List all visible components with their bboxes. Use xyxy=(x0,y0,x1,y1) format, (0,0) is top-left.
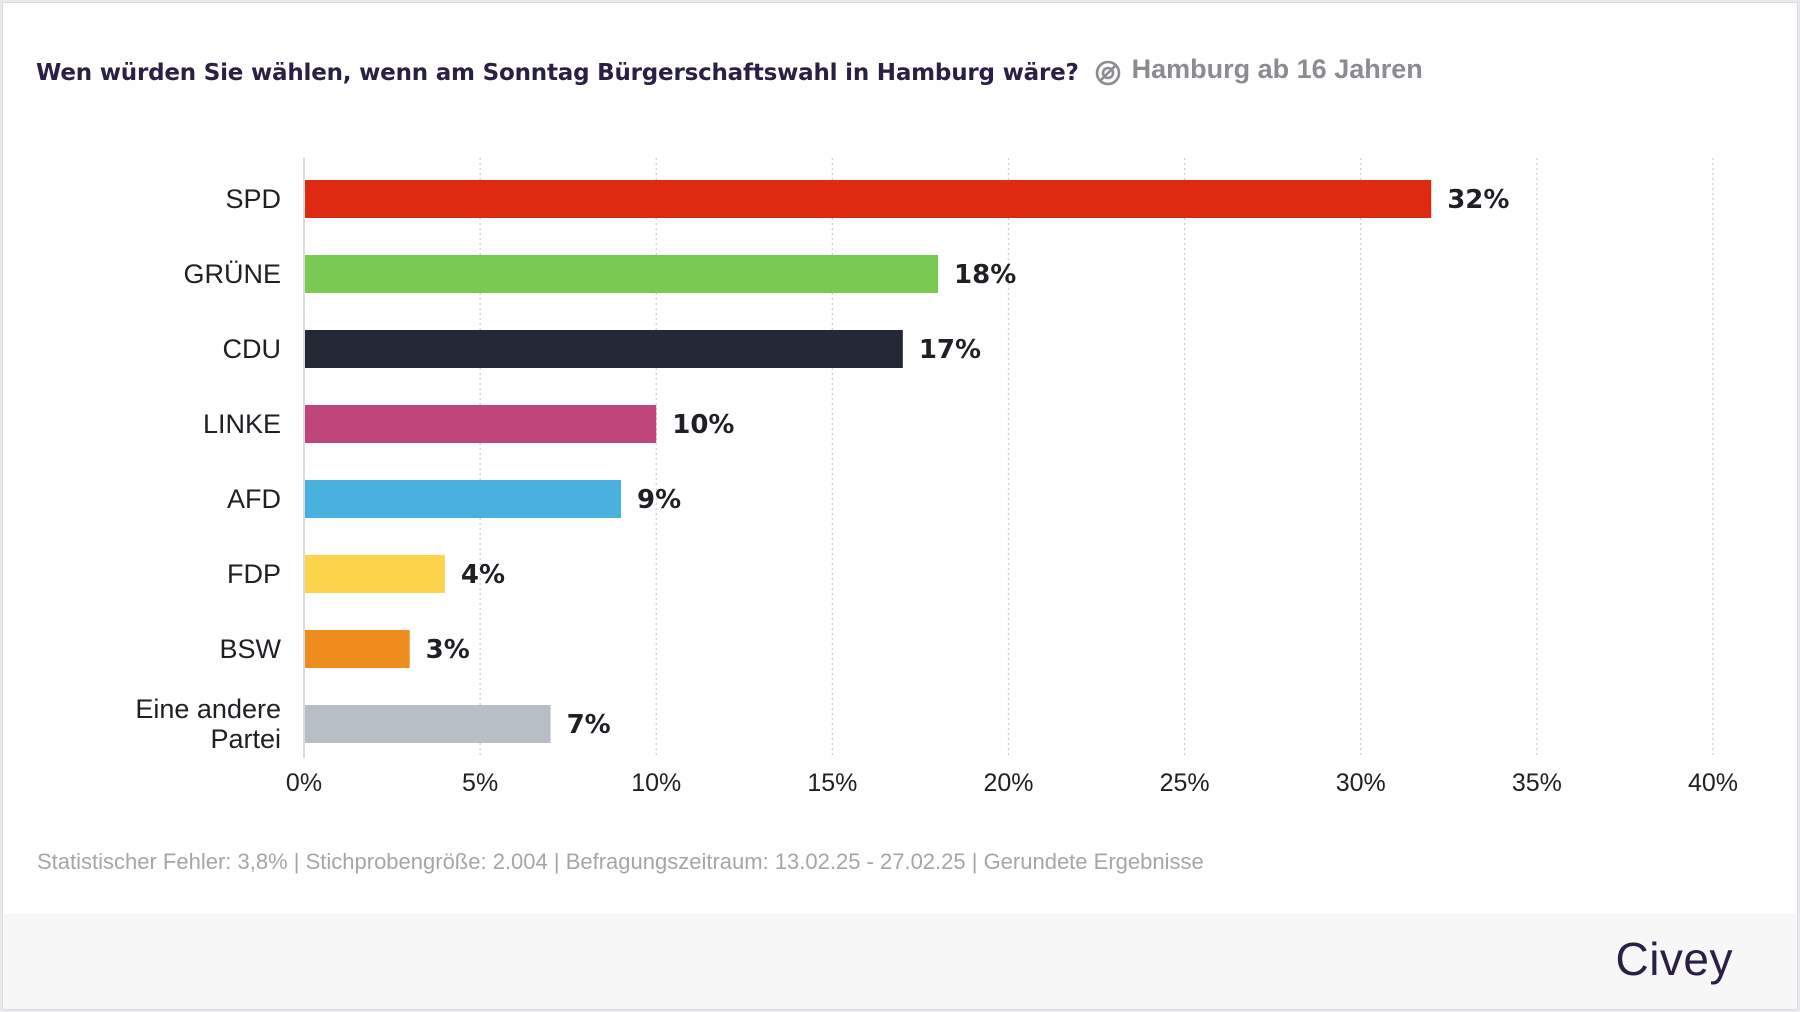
x-tick-label: 5% xyxy=(462,769,498,797)
value-label: 9% xyxy=(637,485,681,515)
bar-eine-andere-partei xyxy=(305,705,551,743)
category-label: BSW xyxy=(219,634,281,664)
category-label: GRÜNE xyxy=(183,259,281,289)
value-label: 10% xyxy=(672,410,734,440)
value-label: 4% xyxy=(461,560,505,590)
x-tick-label: 40% xyxy=(1688,769,1738,797)
value-label: 17% xyxy=(919,335,981,365)
category-label: Eine andere Partei xyxy=(135,694,281,754)
bar-linke xyxy=(305,405,657,443)
chart-header: Wen würden Sie wählen, wenn am Sonntag B… xyxy=(36,53,1757,93)
x-tick-label: 0% xyxy=(286,769,322,797)
bar-spd xyxy=(305,180,1432,218)
category-label: AFD xyxy=(227,484,281,514)
x-tick-label: 15% xyxy=(807,769,857,797)
x-tick-label: 25% xyxy=(1160,769,1210,797)
civey-logo: Civey xyxy=(1615,933,1733,985)
x-tick-label: 30% xyxy=(1336,769,1386,797)
bar-bsw xyxy=(305,630,410,668)
population-label: Hamburg ab 16 Jahren xyxy=(1131,53,1423,84)
value-label: 7% xyxy=(567,710,611,740)
x-tick-label: 35% xyxy=(1512,769,1562,797)
x-tick-label: 10% xyxy=(631,769,681,797)
category-label: CDU xyxy=(223,334,282,364)
bar-fdp xyxy=(305,555,445,593)
x-tick-label: 20% xyxy=(983,769,1033,797)
category-label: FDP xyxy=(227,559,281,589)
value-label: 32% xyxy=(1447,185,1509,215)
value-label: 3% xyxy=(426,635,470,665)
category-label: SPD xyxy=(225,184,281,214)
category-label: LINKE xyxy=(203,409,281,439)
bar-chart: 0% 5% 10% 15% 20% 25% 30% 35% 40% SPD 32% GRÜNE 18% C… xyxy=(135,158,1738,797)
bar-gr-ne xyxy=(305,255,939,293)
chart-title: Wen würden Sie wählen, wenn am Sonntag B… xyxy=(36,60,1079,86)
bar-cdu xyxy=(305,330,903,368)
value-label: 18% xyxy=(954,260,1016,290)
bar-afd xyxy=(305,480,622,518)
methodology-note: Statistischer Fehler: 3,8% | Stichproben… xyxy=(37,849,1204,874)
target-group-icon xyxy=(1094,59,1122,87)
footer-band xyxy=(3,914,1797,1009)
